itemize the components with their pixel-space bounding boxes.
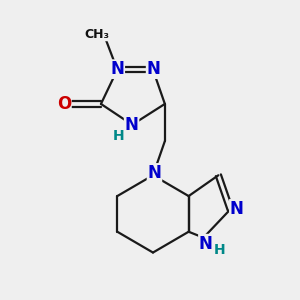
- Text: N: N: [147, 60, 160, 78]
- Text: N: N: [110, 60, 124, 78]
- Text: H: H: [113, 129, 124, 143]
- Text: CH₃: CH₃: [84, 28, 109, 40]
- Text: N: N: [148, 164, 161, 182]
- Text: N: N: [199, 235, 213, 253]
- Text: N: N: [230, 200, 244, 218]
- Text: O: O: [57, 95, 71, 113]
- Text: H: H: [214, 243, 226, 257]
- Text: N: N: [124, 116, 139, 134]
